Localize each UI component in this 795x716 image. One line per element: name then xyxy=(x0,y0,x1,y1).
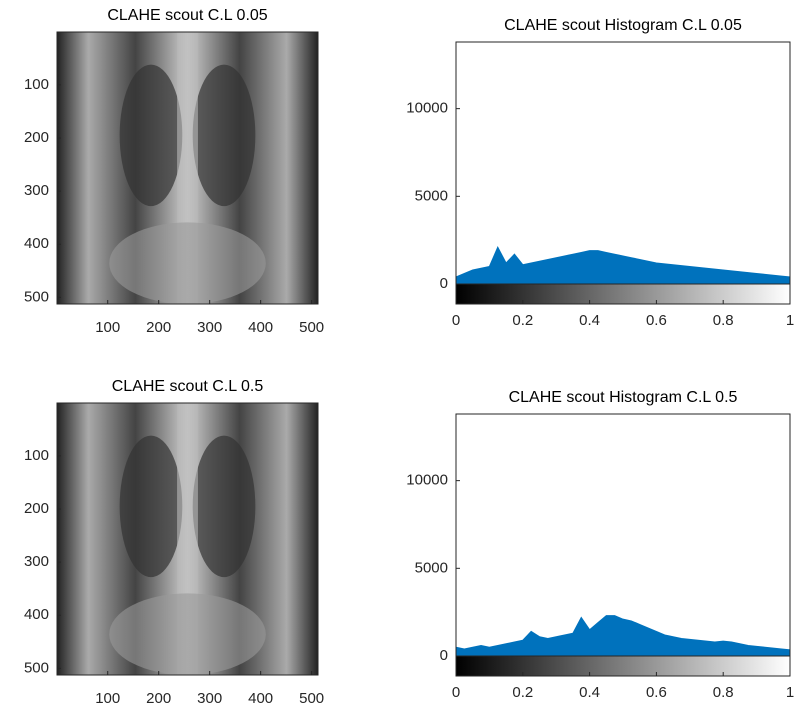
x-tick-label: 400 xyxy=(248,319,273,336)
x-tick-label: 100 xyxy=(95,690,120,707)
axes-box xyxy=(56,31,319,305)
chart-title: CLAHE scout Histogram C.L 0.05 xyxy=(504,17,742,34)
histogram-area xyxy=(455,246,791,285)
x-tick-label: 200 xyxy=(146,690,171,707)
x-tick-label: 500 xyxy=(299,319,324,336)
chart-title: CLAHE scout Histogram C.L 0.5 xyxy=(509,389,738,406)
axes-box xyxy=(56,402,319,676)
chart-title: CLAHE scout C.L 0.05 xyxy=(107,7,267,24)
x-tick-label: 200 xyxy=(146,319,171,336)
y-tick-label: 10000 xyxy=(406,100,448,117)
x-tick-label: 500 xyxy=(299,690,324,707)
y-tick-label: 200 xyxy=(24,129,49,146)
histogram-area xyxy=(455,615,791,657)
y-tick-label: 5000 xyxy=(415,187,448,204)
y-tick-label: 300 xyxy=(24,182,49,199)
x-tick-label: 0.2 xyxy=(512,684,533,701)
x-tick-label: 300 xyxy=(197,690,222,707)
y-tick-label: 5000 xyxy=(415,559,448,576)
x-tick-label: 300 xyxy=(197,319,222,336)
y-tick-label: 400 xyxy=(24,606,49,623)
x-tick-label: 0.8 xyxy=(713,312,734,329)
x-tick-label: 0.8 xyxy=(713,684,734,701)
x-tick-label: 0.4 xyxy=(579,684,600,701)
lung xyxy=(192,435,256,578)
y-tick-label: 300 xyxy=(24,553,49,570)
y-tick-label: 0 xyxy=(440,647,448,664)
x-tick-label: 400 xyxy=(248,690,273,707)
colorbar xyxy=(455,655,791,677)
axes-box xyxy=(455,41,791,285)
y-tick-label: 500 xyxy=(24,659,49,676)
y-tick-label: 10000 xyxy=(406,472,448,489)
x-tick-label: 0.6 xyxy=(646,312,667,329)
x-tick-label: 1 xyxy=(786,312,794,329)
lung xyxy=(192,64,256,207)
y-tick-label: 100 xyxy=(24,447,49,464)
chart-title: CLAHE scout C.L 0.5 xyxy=(112,378,264,395)
y-tick-label: 200 xyxy=(24,500,49,517)
x-tick-label: 0.4 xyxy=(579,312,600,329)
x-tick-label: 0.2 xyxy=(512,312,533,329)
y-tick-label: 100 xyxy=(24,76,49,93)
y-tick-label: 500 xyxy=(24,288,49,305)
y-tick-label: 400 xyxy=(24,235,49,252)
x-tick-label: 0 xyxy=(452,684,460,701)
abdomen xyxy=(109,222,266,304)
x-tick-label: 100 xyxy=(95,319,120,336)
x-tick-label: 0.6 xyxy=(646,684,667,701)
lung xyxy=(119,64,183,207)
abdomen xyxy=(109,593,266,675)
lung xyxy=(119,435,183,578)
y-tick-label: 0 xyxy=(440,275,448,292)
x-tick-label: 0 xyxy=(452,312,460,329)
colorbar xyxy=(455,283,791,305)
x-tick-label: 1 xyxy=(786,684,794,701)
